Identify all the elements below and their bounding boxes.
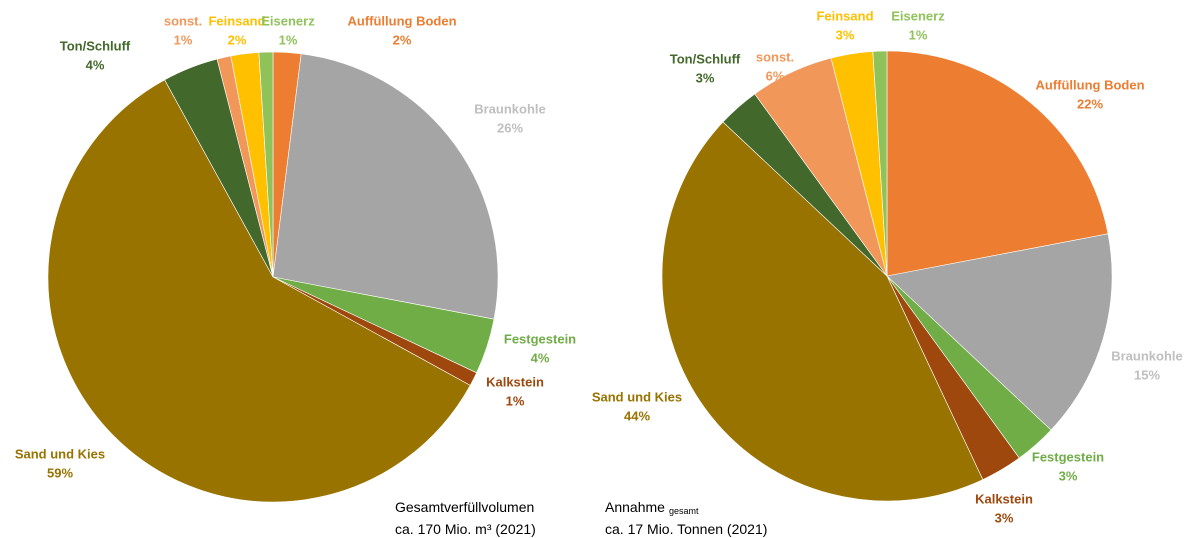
caption: ca. 170 Mio. m³ (2021)	[395, 521, 536, 537]
slice-value-label: 3%	[696, 70, 715, 85]
slice-value-label: 2%	[393, 32, 412, 47]
slice-value-label: 1%	[506, 393, 525, 408]
caption: Annahme gesamt	[605, 499, 699, 517]
slice-value-label: 59%	[47, 465, 73, 480]
slice-label: Sand und Kies	[15, 446, 105, 461]
pie-slice	[258, 51, 274, 278]
pie-slice	[886, 50, 1109, 277]
slice-label: sonst.	[756, 49, 794, 64]
slice-label: Kalkstein	[975, 491, 1033, 506]
caption-text: Gesamtverfüllvolumen	[395, 499, 534, 515]
slice-label: Auffüllung Boden	[1035, 77, 1144, 92]
slice-value-label: 22%	[1077, 96, 1103, 111]
pie-slice	[47, 79, 471, 503]
slice-value-label: 3%	[1059, 468, 1078, 483]
slice-value-label: 44%	[624, 408, 650, 423]
slice-label: Festgestein	[504, 331, 576, 346]
caption-text: ca. 170 Mio. m³ (2021)	[395, 521, 536, 537]
slice-label: sonst.	[164, 13, 202, 28]
slice-label: Festgestein	[1032, 449, 1104, 464]
caption-subscript: gesamt	[669, 506, 699, 516]
slice-label: Auffüllung Boden	[347, 13, 456, 28]
slice-label: Feinsand	[208, 13, 265, 28]
slice-label: Ton/Schluff	[60, 38, 131, 53]
slice-label: Eisenerz	[891, 8, 945, 23]
slice-label: Feinsand	[816, 8, 873, 23]
slice-value-label: 6%	[766, 68, 785, 83]
slice-label: Ton/Schluff	[670, 51, 741, 66]
slice-label: Braunkohle	[474, 101, 546, 116]
caption-text: Annahme	[605, 499, 665, 515]
slice-label: Sand und Kies	[592, 389, 682, 404]
slice-value-label: 1%	[279, 32, 298, 47]
pie-slice	[886, 233, 1113, 431]
slice-value-label: 26%	[497, 120, 523, 135]
caption: Gesamtverfüllvolumen	[395, 499, 534, 515]
slice-label: Kalkstein	[486, 374, 544, 389]
slice-value-label: 1%	[174, 32, 193, 47]
slice-value-label: 3%	[836, 27, 855, 42]
pie-slice	[272, 53, 499, 320]
pie-slice	[872, 50, 888, 277]
slice-value-label: 2%	[228, 32, 247, 47]
slice-label: Eisenerz	[261, 13, 315, 28]
slice-value-label: 4%	[531, 350, 550, 365]
slice-value-label: 15%	[1134, 367, 1160, 382]
slice-value-label: 4%	[86, 57, 105, 72]
caption: ca. 17 Mio. Tonnen (2021)	[605, 521, 767, 537]
slice-label: Braunkohle	[1111, 348, 1183, 363]
slice-value-label: 3%	[995, 510, 1014, 525]
slice-value-label: 1%	[909, 27, 928, 42]
pie-slice	[661, 121, 984, 502]
caption-text: ca. 17 Mio. Tonnen (2021)	[605, 521, 767, 537]
